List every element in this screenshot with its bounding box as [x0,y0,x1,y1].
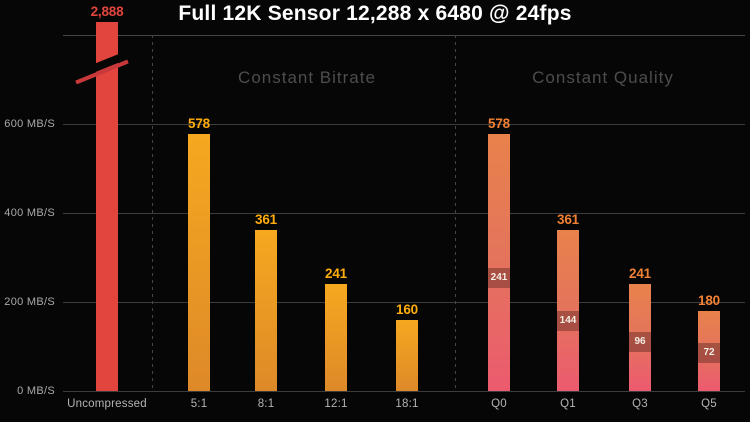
bar-8-1 [255,230,277,391]
bar-value-label: 2,888 [90,4,124,19]
bar-value-label: 361 [557,212,579,227]
category-label: Q0 [491,398,507,410]
bar-inner-value: 144 [557,311,579,331]
chart-title: Full 12K Sensor 12,288 x 6480 @ 24fps [178,2,572,25]
bar-q5: 72 [698,311,720,391]
bar-value-label: 578 [188,116,210,131]
category-label: 18:1 [395,398,419,410]
bar-value-label: 361 [255,212,277,227]
bar-value-label: 180 [698,293,720,308]
y-tick-label: 0 MB/S [17,385,55,397]
gridline-200 [63,302,745,303]
gridline-0 [63,391,745,392]
section-label-constant-quality: Constant Quality [532,68,674,87]
bar-18-1 [396,320,418,391]
category-label: Uncompressed [67,398,147,410]
bar-q0: 241 [488,134,510,391]
category-label: Q5 [701,398,717,410]
section-divider [455,35,456,391]
bar-12-1 [325,284,347,391]
bar-value-label: 578 [488,116,510,131]
category-label: 5:1 [190,398,208,410]
bar-q3: 96 [629,284,651,391]
bar-q1: 144 [557,230,579,391]
bar-value-label: 160 [396,302,418,317]
section-label-constant-bitrate: Constant Bitrate [238,68,376,87]
y-tick-label: 200 MB/S [4,296,55,308]
bar-value-label: 241 [325,266,347,281]
gridline-800 [63,35,745,36]
category-label: Q3 [632,398,648,410]
gridline-600 [63,124,745,125]
category-label: Q1 [560,398,576,410]
y-tick-label: 400 MB/S [4,207,55,219]
bar-inner-value: 241 [488,268,510,288]
gridline-400 [63,213,745,214]
section-divider [152,35,153,391]
bar-5-1 [188,134,210,391]
y-tick-label: 600 MB/S [4,118,55,130]
category-label: 12:1 [324,398,348,410]
bar-uncompressed [96,22,118,391]
bar-value-label: 241 [629,266,651,281]
bar-inner-value: 72 [698,343,720,363]
category-label: 8:1 [257,398,275,410]
bar-inner-value: 96 [629,332,651,352]
